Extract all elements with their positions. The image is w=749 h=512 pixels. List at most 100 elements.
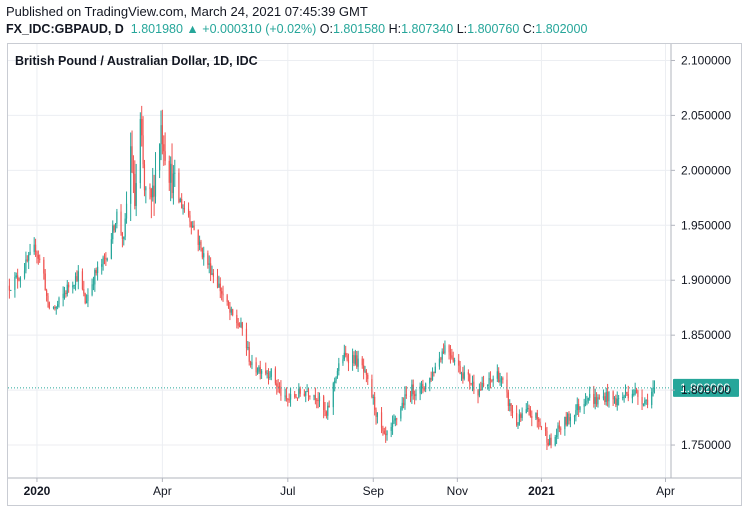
candle-body xyxy=(338,363,340,371)
candle-body xyxy=(623,396,625,398)
candle-body xyxy=(153,185,155,197)
candle-body xyxy=(37,254,39,259)
candle xyxy=(463,365,465,381)
candle-body xyxy=(134,173,136,206)
candle xyxy=(509,399,511,412)
candle xyxy=(364,365,366,373)
candle-body xyxy=(646,399,649,405)
candle-body xyxy=(642,403,645,405)
high-label: H: xyxy=(388,22,402,36)
candle-body xyxy=(87,294,89,301)
candle-body xyxy=(579,406,581,410)
candle-body xyxy=(288,399,290,401)
candle-body xyxy=(396,418,398,420)
candle-body xyxy=(324,410,326,412)
candle-body xyxy=(181,199,183,209)
candle-body xyxy=(131,146,133,173)
x-tick-label: Nov xyxy=(447,484,468,498)
candle xyxy=(507,389,509,412)
candle xyxy=(538,417,540,430)
candle xyxy=(401,397,403,411)
x-tick-label: 2020 xyxy=(24,484,51,498)
candle xyxy=(150,187,152,219)
candle xyxy=(520,412,522,422)
candle-body xyxy=(277,386,279,388)
candle-body xyxy=(496,371,498,379)
candle-body xyxy=(438,358,441,367)
candle xyxy=(353,351,355,367)
candle xyxy=(130,132,132,222)
candle-body xyxy=(356,355,358,367)
candle-body xyxy=(267,372,270,378)
candle-body xyxy=(232,309,234,315)
candle-body xyxy=(627,394,629,399)
candle xyxy=(237,317,239,329)
candle-body xyxy=(221,291,223,294)
candle xyxy=(23,263,26,280)
candle-body xyxy=(402,402,405,406)
candle xyxy=(438,351,441,370)
candle-body xyxy=(305,391,307,396)
candle xyxy=(305,391,307,403)
candle-body xyxy=(39,258,41,260)
candle xyxy=(499,372,501,386)
last-price-badge-label: 1.802000 xyxy=(680,381,730,395)
candle-body xyxy=(218,283,220,288)
candle-body xyxy=(598,397,600,399)
candle xyxy=(467,369,469,382)
candle-body xyxy=(261,370,263,374)
candle-body xyxy=(539,421,541,427)
candle xyxy=(365,368,367,383)
candle-body xyxy=(178,172,180,203)
candle-body xyxy=(488,378,490,385)
candle xyxy=(131,130,133,173)
candle xyxy=(480,381,482,391)
candle-body xyxy=(34,244,37,253)
candle xyxy=(336,368,339,379)
candle xyxy=(102,255,104,271)
candle-body xyxy=(294,393,296,397)
candle-body xyxy=(517,424,519,426)
candle xyxy=(96,261,99,281)
candle xyxy=(54,305,56,311)
candle-body xyxy=(48,302,50,309)
candle xyxy=(259,360,261,380)
candle xyxy=(604,392,606,405)
candle xyxy=(120,204,122,236)
candle-body xyxy=(91,284,93,295)
candle-body xyxy=(409,395,412,397)
candle xyxy=(43,256,45,280)
candle-body xyxy=(47,295,49,303)
candle xyxy=(181,193,183,209)
candle-body xyxy=(45,290,48,296)
candle-body xyxy=(33,244,35,252)
candle xyxy=(187,202,190,218)
candle xyxy=(211,265,213,276)
candle-body xyxy=(8,285,10,291)
candle-body xyxy=(616,398,618,406)
candle-body xyxy=(76,276,78,282)
candle xyxy=(278,382,281,394)
candle xyxy=(317,391,319,409)
candle-body xyxy=(481,382,483,391)
candle xyxy=(309,395,311,400)
candle-body xyxy=(110,239,112,259)
candle-body xyxy=(645,399,647,401)
candle xyxy=(226,293,228,306)
candle xyxy=(267,368,270,385)
candle xyxy=(163,135,165,166)
candle-body xyxy=(101,264,103,267)
candle xyxy=(276,379,278,395)
candle xyxy=(207,250,209,269)
candle xyxy=(218,275,220,288)
candle xyxy=(478,383,481,398)
candle xyxy=(502,376,504,384)
candle-body xyxy=(212,273,214,277)
candle-body xyxy=(521,413,523,418)
candle xyxy=(492,375,494,387)
candle xyxy=(258,365,260,374)
candle-body xyxy=(62,293,64,299)
candle-body xyxy=(15,275,17,278)
candle-body xyxy=(415,393,417,397)
